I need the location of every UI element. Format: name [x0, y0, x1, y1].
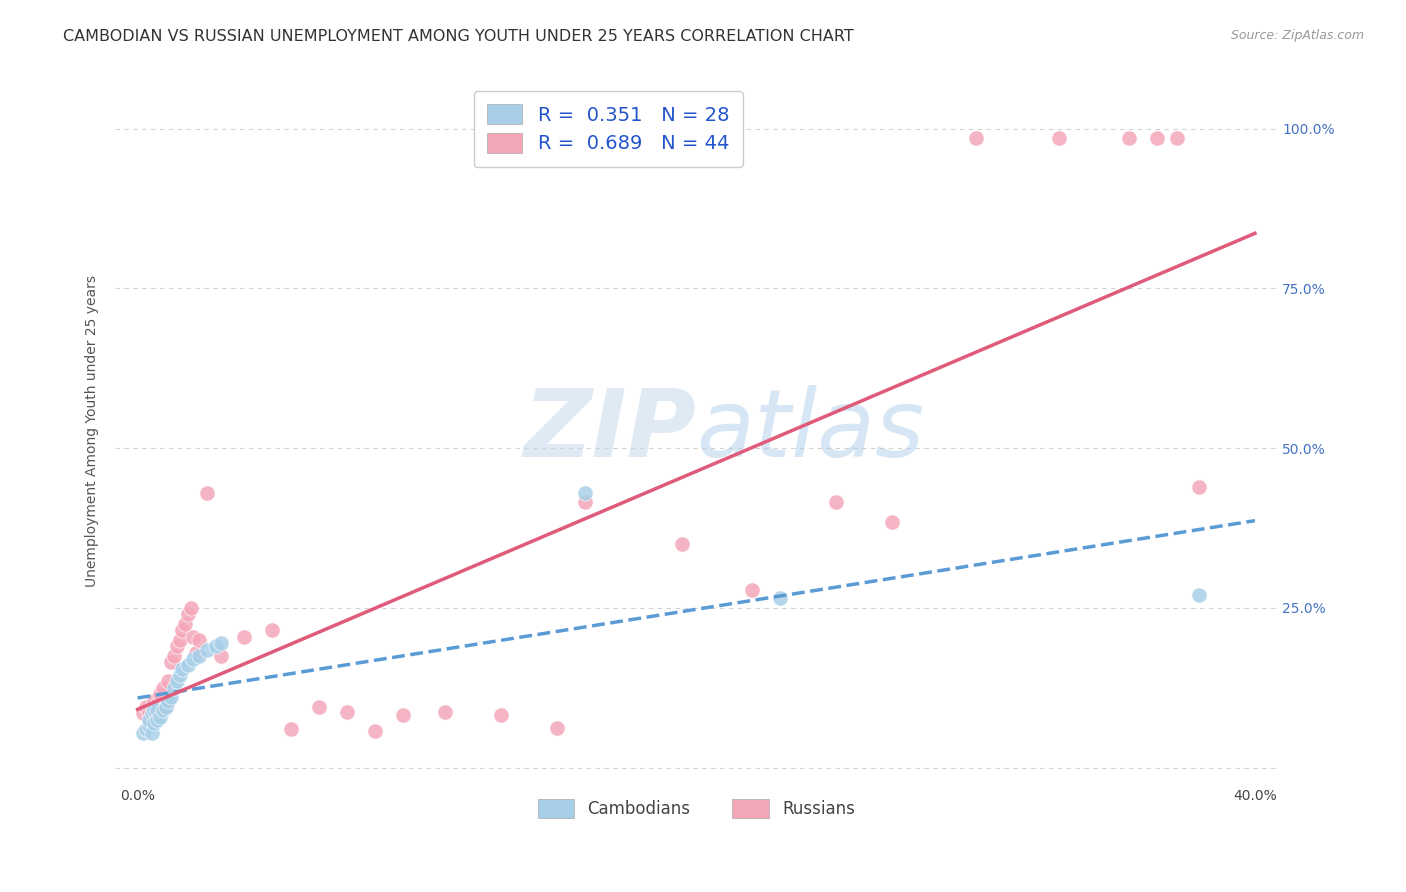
Point: [880, 515, 903, 529]
Point: [280, 723, 302, 737]
Point: [166, 640, 188, 654]
Point: [146, 713, 169, 727]
Point: [132, 706, 155, 721]
Point: [546, 721, 568, 735]
Point: [1146, 131, 1168, 145]
Point: [169, 668, 191, 682]
Point: [152, 681, 174, 695]
Point: [188, 648, 211, 663]
Text: Source: ZipAtlas.com: Source: ZipAtlas.com: [1230, 29, 1364, 42]
Point: [1188, 479, 1211, 493]
Point: [138, 706, 160, 721]
Point: [489, 708, 512, 723]
Point: [1118, 131, 1140, 145]
Point: [183, 652, 205, 666]
Point: [138, 719, 160, 733]
Point: [135, 723, 157, 737]
Point: [433, 705, 456, 719]
Point: [143, 716, 166, 731]
Point: [180, 601, 202, 615]
Point: [157, 674, 180, 689]
Point: [155, 700, 177, 714]
Point: [172, 624, 194, 638]
Point: [188, 632, 211, 647]
Point: [209, 648, 232, 663]
Point: [155, 700, 177, 714]
Point: [146, 697, 169, 711]
Point: [1047, 131, 1070, 145]
Point: [177, 658, 200, 673]
Point: [574, 486, 596, 500]
Point: [169, 632, 191, 647]
Point: [183, 630, 205, 644]
Point: [132, 725, 155, 739]
Point: [197, 642, 219, 657]
Point: [177, 607, 200, 622]
Point: [163, 681, 186, 695]
Point: [209, 636, 232, 650]
Point: [143, 703, 166, 717]
Point: [160, 690, 183, 705]
Point: [336, 705, 359, 719]
Point: [197, 486, 219, 500]
Point: [308, 700, 330, 714]
Legend: Cambodians, Russians: Cambodians, Russians: [531, 792, 862, 825]
Point: [160, 655, 183, 669]
Point: [149, 709, 172, 723]
Point: [232, 630, 254, 644]
Text: atlas: atlas: [696, 385, 925, 476]
Point: [141, 700, 163, 714]
Point: [166, 674, 188, 689]
Point: [741, 583, 763, 598]
Point: [671, 537, 693, 551]
Text: CAMBODIAN VS RUSSIAN UNEMPLOYMENT AMONG YOUTH UNDER 25 YEARS CORRELATION CHART: CAMBODIAN VS RUSSIAN UNEMPLOYMENT AMONG …: [63, 29, 853, 44]
Point: [392, 708, 415, 723]
Point: [574, 495, 596, 509]
Point: [1166, 131, 1188, 145]
Text: ZIP: ZIP: [523, 384, 696, 476]
Y-axis label: Unemployment Among Youth under 25 years: Unemployment Among Youth under 25 years: [86, 275, 100, 587]
Point: [138, 713, 160, 727]
Point: [141, 706, 163, 721]
Point: [364, 723, 387, 738]
Point: [260, 624, 283, 638]
Point: [1188, 588, 1211, 602]
Point: [769, 591, 792, 606]
Point: [205, 640, 228, 654]
Point: [146, 703, 169, 717]
Point: [172, 662, 194, 676]
Point: [149, 687, 172, 701]
Point: [965, 131, 987, 145]
Point: [186, 646, 208, 660]
Point: [135, 700, 157, 714]
Point: [152, 703, 174, 717]
Point: [157, 693, 180, 707]
Point: [174, 616, 197, 631]
Point: [143, 693, 166, 707]
Point: [141, 725, 163, 739]
Point: [163, 648, 186, 663]
Point: [825, 495, 848, 509]
